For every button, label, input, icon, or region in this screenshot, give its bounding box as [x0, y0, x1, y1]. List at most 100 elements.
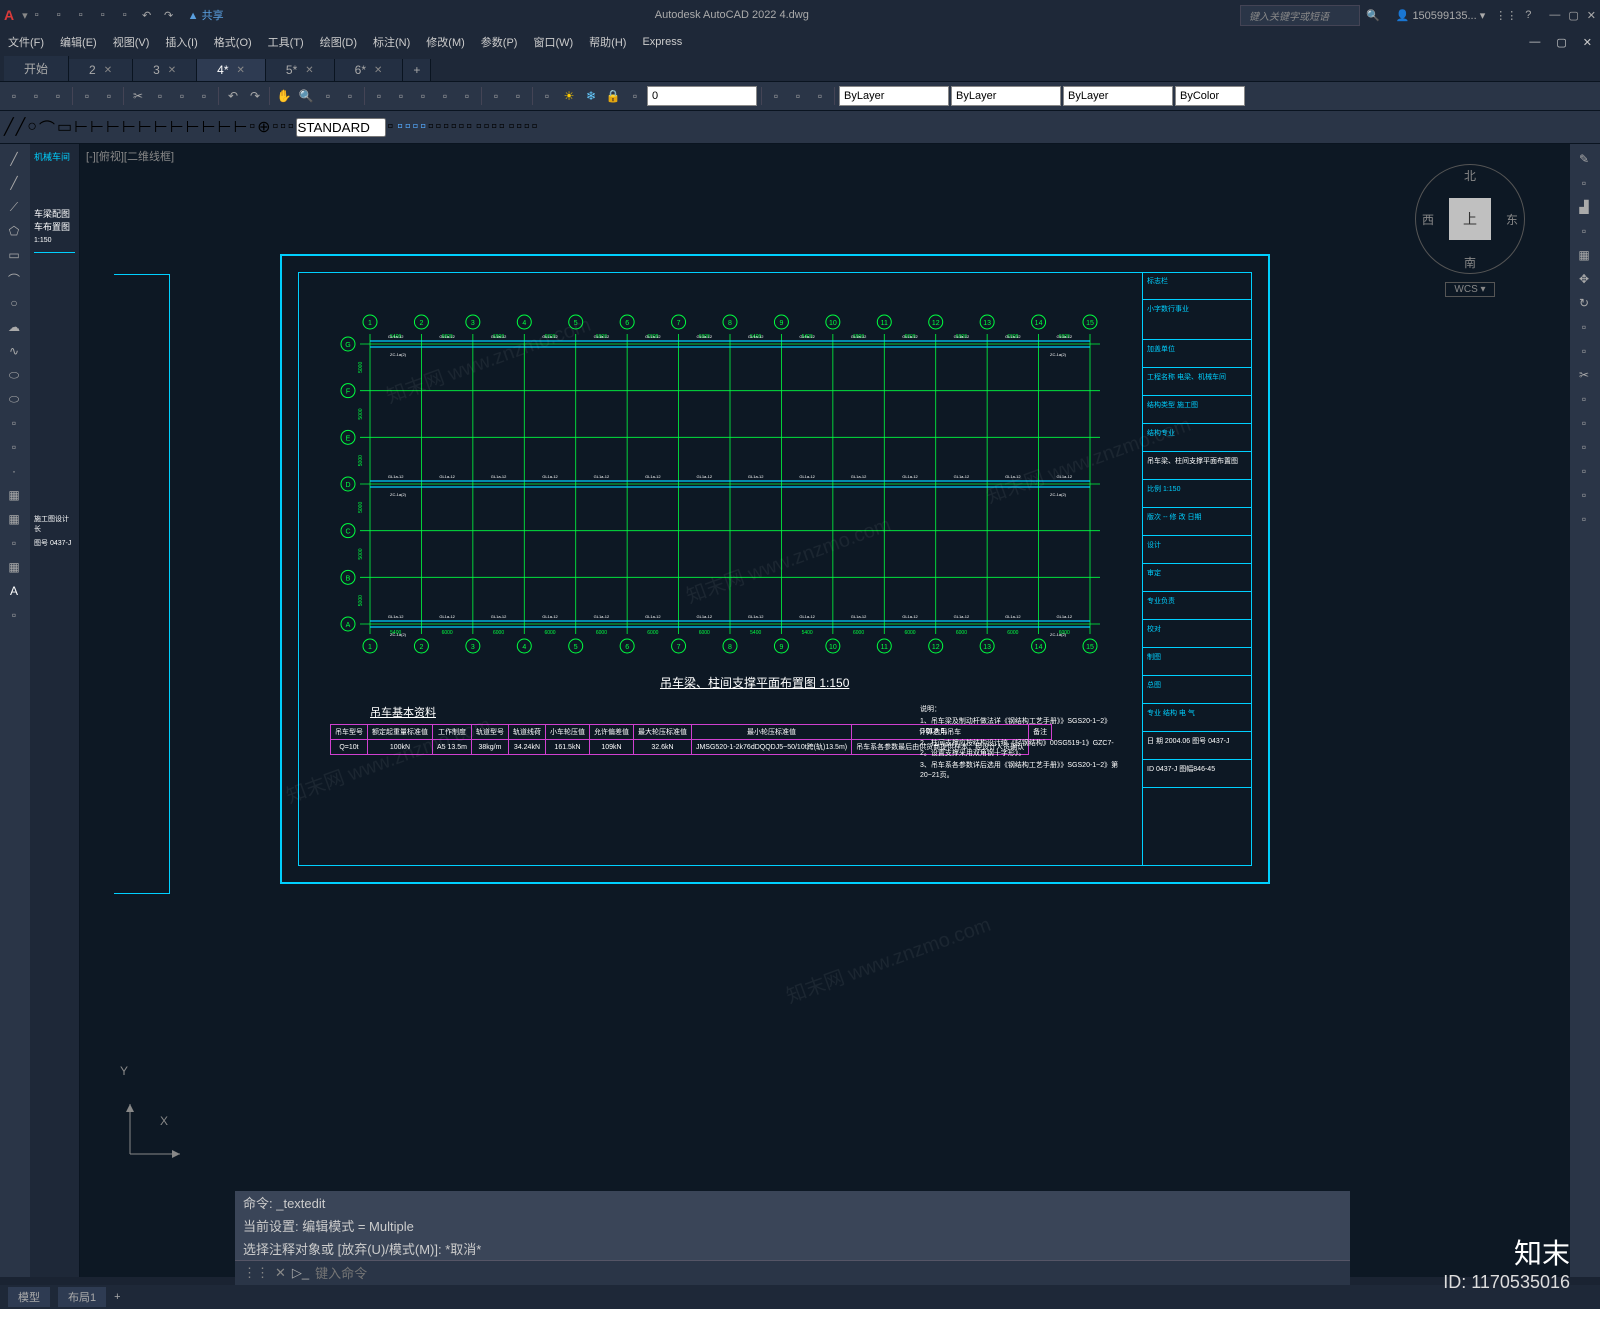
- lineweight-select[interactable]: [1063, 86, 1173, 106]
- undo-icon[interactable]: ↶: [138, 6, 156, 24]
- dim2-icon[interactable]: ⊢: [90, 117, 104, 137]
- menu-file[interactable]: 文件(F): [8, 34, 44, 50]
- east-label[interactable]: 东: [1506, 211, 1518, 228]
- trim-icon[interactable]: ✂: [1572, 364, 1596, 386]
- grad-icon[interactable]: ▦: [2, 508, 26, 530]
- save-icon[interactable]: ▫: [48, 86, 68, 106]
- menu-format[interactable]: 格式(O): [214, 34, 252, 50]
- break-icon[interactable]: ▫: [1572, 412, 1596, 434]
- g1-icon[interactable]: ▫: [476, 118, 482, 136]
- menu-modify[interactable]: 修改(M): [426, 34, 465, 50]
- circle-icon[interactable]: ○: [2, 292, 26, 314]
- rect-icon[interactable]: ▭: [2, 244, 26, 266]
- rotate-icon[interactable]: ↻: [1572, 292, 1596, 314]
- search-input[interactable]: 键入关键字或短语: [1240, 5, 1360, 26]
- plotstyle-select[interactable]: [1175, 86, 1245, 106]
- menu-param[interactable]: 参数(P): [481, 34, 518, 50]
- mm-icon[interactable]: ▫: [457, 86, 477, 106]
- dim9-icon[interactable]: ⊢: [202, 117, 216, 137]
- menu-help[interactable]: 帮助(H): [589, 34, 626, 50]
- redo-icon[interactable]: ↷: [245, 86, 265, 106]
- m3-icon[interactable]: ▫: [413, 118, 419, 136]
- drawing-canvas[interactable]: [-][俯视][二维线框] 北 南 西 东 上 WCS ▾ 标志栏 小字数行事业…: [80, 144, 1570, 1277]
- move-icon[interactable]: ✥: [1572, 268, 1596, 290]
- dc-icon[interactable]: ▫: [391, 86, 411, 106]
- extend-icon[interactable]: ▫: [1572, 388, 1596, 410]
- block-icon[interactable]: ▫: [486, 86, 506, 106]
- pan-icon[interactable]: ✋: [274, 86, 294, 106]
- circle-icon[interactable]: ○: [27, 118, 37, 136]
- cloud-icon[interactable]: ☁: [2, 316, 26, 338]
- sun-icon[interactable]: ☀: [559, 86, 579, 106]
- dim3-icon[interactable]: ⊢: [106, 117, 120, 137]
- lm-icon[interactable]: ▫: [766, 86, 786, 106]
- menu-view[interactable]: 视图(V): [113, 34, 150, 50]
- tab-2[interactable]: 2✕: [69, 59, 133, 81]
- close-icon[interactable]: ✕: [374, 65, 382, 76]
- rect-icon[interactable]: ▭: [57, 117, 72, 137]
- search-icon[interactable]: 🔍: [1366, 9, 1380, 22]
- copy-icon[interactable]: ▫: [1572, 172, 1596, 194]
- join-icon[interactable]: ▫: [1572, 436, 1596, 458]
- max-icon[interactable]: ▢: [1568, 9, 1578, 22]
- wcs-label[interactable]: WCS ▾: [1445, 282, 1494, 297]
- ctr-icon[interactable]: ⊕: [257, 117, 270, 137]
- command-window[interactable]: 命令: _textedit 当前设置: 编辑模式 = Multiple 选择注释…: [235, 1191, 1350, 1285]
- redo-icon[interactable]: ↷: [160, 6, 178, 24]
- south-label[interactable]: 南: [1464, 254, 1476, 271]
- line-icon[interactable]: ╱: [4, 117, 14, 137]
- preview-icon[interactable]: ▫: [99, 86, 119, 106]
- doc-min-icon[interactable]: —: [1529, 36, 1540, 48]
- close-icon[interactable]: ✕: [104, 65, 112, 76]
- close-icon[interactable]: ✕: [275, 1265, 286, 1281]
- spline-icon[interactable]: ∿: [2, 340, 26, 362]
- m5-icon[interactable]: ▫: [428, 118, 434, 136]
- upd-icon[interactable]: ▫: [288, 118, 294, 136]
- open-icon[interactable]: ▫: [26, 86, 46, 106]
- g4-icon[interactable]: ▫: [499, 118, 505, 136]
- copy-icon[interactable]: ▫: [150, 86, 170, 106]
- mirror-icon[interactable]: ▟: [1572, 196, 1596, 218]
- dim5-icon[interactable]: ⊢: [138, 117, 152, 137]
- layer-icon[interactable]: ▫: [537, 86, 557, 106]
- dimstyle-select[interactable]: [296, 118, 386, 137]
- insert-icon[interactable]: ▫: [2, 412, 26, 434]
- tab-start[interactable]: 开始: [4, 56, 69, 81]
- pline-icon[interactable]: ⟋: [2, 196, 26, 218]
- ellipse-icon[interactable]: ⬭: [2, 364, 26, 386]
- lm2-icon[interactable]: ▫: [788, 86, 808, 106]
- m4-icon[interactable]: ▫: [420, 118, 426, 136]
- stretch-icon[interactable]: ▫: [1572, 340, 1596, 362]
- doc-max-icon[interactable]: ▢: [1556, 36, 1566, 49]
- add-icon[interactable]: ▫: [2, 604, 26, 626]
- tab-5[interactable]: 5*✕: [266, 59, 335, 81]
- xline-icon[interactable]: ╱: [2, 172, 26, 194]
- t1-icon[interactable]: ▫: [509, 118, 515, 136]
- chamfer-icon[interactable]: ▫: [1572, 460, 1596, 482]
- zoomp-icon[interactable]: ▫: [340, 86, 360, 106]
- dim8-icon[interactable]: ⊢: [186, 117, 200, 137]
- mtext-icon[interactable]: A: [2, 580, 26, 602]
- min-icon[interactable]: —: [1549, 9, 1560, 22]
- point-icon[interactable]: ·: [2, 460, 26, 482]
- menu-draw[interactable]: 绘图(D): [320, 34, 357, 50]
- north-label[interactable]: 北: [1464, 167, 1476, 184]
- viewport-label[interactable]: [-][俯视][二维线框]: [86, 148, 174, 164]
- dm-icon[interactable]: ▫: [388, 118, 394, 136]
- fillet-icon[interactable]: ▫: [1572, 484, 1596, 506]
- cmd-handle-icon[interactable]: ⋮⋮: [243, 1265, 269, 1281]
- arc-icon[interactable]: ⌒: [2, 268, 26, 290]
- dim7-icon[interactable]: ⊢: [170, 117, 184, 137]
- m8-icon[interactable]: ▫: [451, 118, 457, 136]
- poly-icon[interactable]: ⬠: [2, 220, 26, 242]
- render-icon[interactable]: ▫: [508, 86, 528, 106]
- m6-icon[interactable]: ▫: [436, 118, 442, 136]
- match-icon[interactable]: ▫: [194, 86, 214, 106]
- close-icon[interactable]: ✕: [168, 65, 176, 76]
- block-icon[interactable]: ▫: [2, 436, 26, 458]
- dim1-icon[interactable]: ⊢: [74, 117, 88, 137]
- close-icon[interactable]: ✕: [305, 65, 313, 76]
- dim6-icon[interactable]: ⊢: [154, 117, 168, 137]
- ld-icon[interactable]: ▫: [280, 118, 286, 136]
- freeze-icon[interactable]: ❄: [581, 86, 601, 106]
